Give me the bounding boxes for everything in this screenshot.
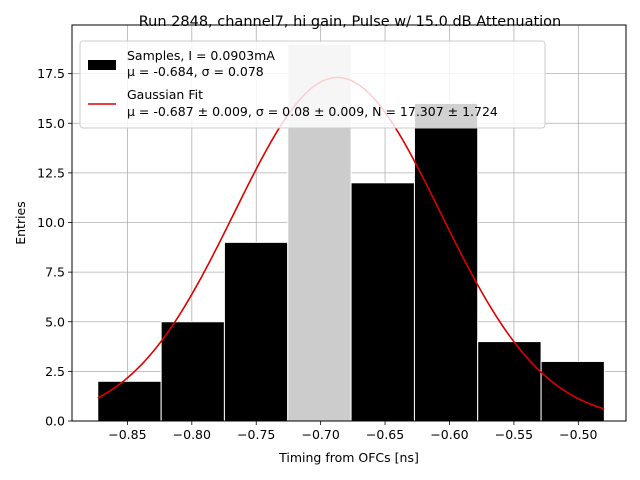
histogram-bar <box>160 321 225 422</box>
histogram-bar <box>413 102 479 422</box>
histogram-bar <box>540 360 605 422</box>
legend-samples-line2: μ = -0.684, σ = 0.078 <box>127 64 264 79</box>
x-tick-label: −0.70 <box>301 427 339 442</box>
chart-title: Run 2848, channel7, hi gain, Pulse w/ 15… <box>139 14 562 30</box>
y-tick-label: 7.5 <box>45 265 65 280</box>
x-tick-label: −0.85 <box>108 427 146 442</box>
x-tick-label: −0.55 <box>495 427 533 442</box>
x-tick-label: −0.60 <box>430 427 468 442</box>
y-tick-label: 15.0 <box>37 116 65 131</box>
y-tick-label: 0.0 <box>45 414 65 429</box>
y-tick-layer: 0.0 2.5 5.0 7.5 10.0 12.5 15.0 17.5 <box>37 66 72 429</box>
histogram-bar <box>223 241 289 422</box>
histogram-bar <box>97 380 162 422</box>
y-axis-label: Entries <box>13 201 28 245</box>
histogram-bar <box>477 341 542 422</box>
y-tick-label: 5.0 <box>45 314 65 329</box>
x-axis-label: Timing from OFCs [ns] <box>278 450 419 465</box>
y-tick-label: 10.0 <box>37 215 65 230</box>
legend-box <box>79 40 546 129</box>
legend-samples-line1: Samples, I = 0.0903mA <box>127 48 275 63</box>
legend-fit-line1: Gaussian Fit <box>127 87 203 102</box>
plot-frame <box>71 24 627 422</box>
x-tick-label: −0.50 <box>559 427 597 442</box>
legend-fit-line2: μ = -0.687 ± 0.009, σ = 0.08 ± 0.009, N … <box>127 104 498 119</box>
y-tick-label: 12.5 <box>37 165 65 180</box>
x-tick-label: −0.65 <box>366 427 404 442</box>
y-tick-label: 2.5 <box>45 364 65 379</box>
x-tick-label: −0.80 <box>173 427 211 442</box>
legend-swatch-samples <box>88 60 116 70</box>
x-tick-label: −0.75 <box>237 427 275 442</box>
histogram-bar <box>350 182 415 422</box>
y-tick-label: 17.5 <box>37 66 65 81</box>
x-tick-layer: −0.85 −0.80 −0.75 −0.70 −0.65 −0.60 −0.55 −0.50 <box>108 421 598 442</box>
legend: Samples, I = 0.0903mA μ = -0.684, σ = 0.… <box>79 40 546 129</box>
